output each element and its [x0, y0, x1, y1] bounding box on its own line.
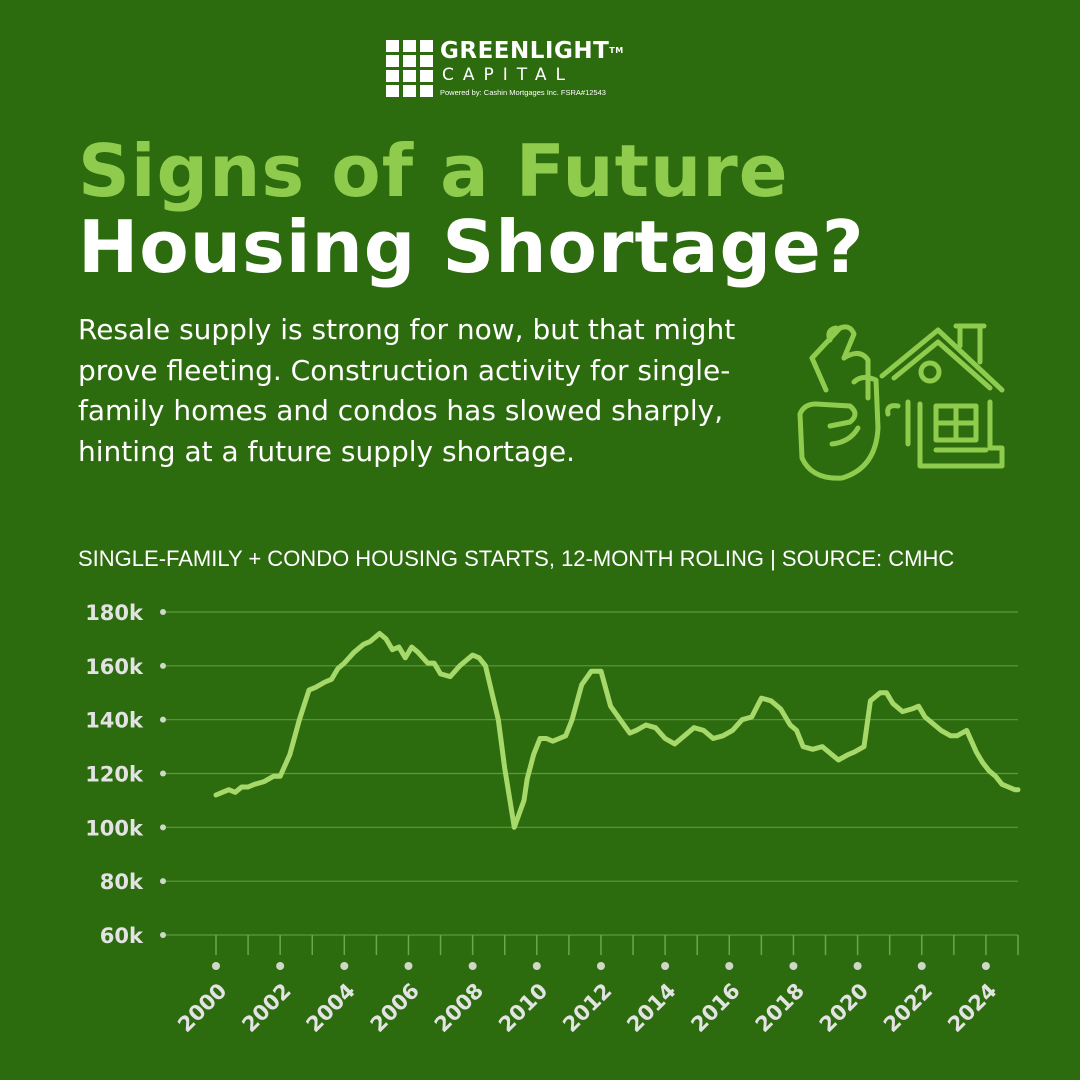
x-tick-label: 2002	[237, 979, 295, 1037]
y-tick-label: 60k	[100, 924, 144, 948]
x-tick-label: 2010	[494, 979, 552, 1037]
x-tick-dot	[340, 962, 349, 970]
y-tick-label: 180k	[85, 601, 144, 625]
y-tick-dot	[160, 609, 166, 615]
x-tick-label: 2004	[302, 979, 360, 1037]
x-tick-label: 2018	[751, 979, 809, 1037]
x-tick-label: 2016	[687, 979, 745, 1037]
y-tick-dot	[160, 878, 166, 885]
headline-line2: Housing Shortage?	[78, 205, 865, 289]
y-tick-dot	[160, 932, 166, 938]
x-tick-dot	[404, 962, 413, 970]
x-tick-label: 2006	[366, 979, 424, 1037]
greenlight-logo: GREENLIGHTTM CAPITAL Powered by: Cashin …	[386, 38, 626, 102]
headline-line1: Signs of a Future	[78, 129, 789, 213]
x-tick-label: 2014	[622, 979, 680, 1037]
y-tick-dot	[160, 716, 166, 723]
y-tick-label: 140k	[85, 709, 144, 733]
logo-powered-by: Powered by: Cashin Mortgages Inc. FSRA#1…	[440, 88, 606, 97]
x-tick-label: 2000	[173, 979, 231, 1037]
x-tick-dot	[789, 962, 798, 970]
x-tick-dot	[981, 962, 990, 970]
logo-trademark: TM	[609, 46, 624, 55]
y-tick-label: 120k	[85, 763, 144, 787]
y-tick-label: 160k	[85, 655, 144, 679]
x-tick-dot	[532, 962, 541, 970]
x-tick-dot	[853, 962, 862, 970]
description-text: Resale supply is strong for now, but tha…	[78, 313, 736, 468]
x-tick-label: 2008	[430, 979, 488, 1037]
x-tick-label: 2020	[815, 979, 873, 1037]
logo-grid-icon	[386, 40, 434, 98]
crossed-fingers-house-icon	[790, 318, 1010, 498]
x-tick-dot	[468, 962, 477, 970]
x-tick-dot	[596, 962, 605, 970]
logo-subword: CAPITAL	[442, 65, 574, 85]
x-tick-dot	[212, 962, 220, 970]
housing-starts-series-line	[213, 631, 1021, 830]
x-tick-dot	[661, 962, 670, 970]
x-tick-dot	[276, 962, 285, 970]
chart-title: SINGLE-FAMILY + CONDO HOUSING STARTS, 12…	[78, 546, 955, 571]
logo-wordmark: GREENLIGHTTM	[440, 38, 624, 64]
y-tick-label: 100k	[85, 816, 144, 840]
y-tick-label: 80k	[100, 870, 144, 894]
x-tick-label: 2022	[879, 979, 937, 1037]
y-tick-dot	[160, 824, 166, 831]
y-tick-dot	[160, 770, 166, 777]
x-tick-dot	[725, 962, 734, 970]
x-tick-label: 2024	[943, 979, 1001, 1037]
x-tick-label: 2012	[558, 979, 616, 1037]
x-tick-dot	[917, 962, 926, 970]
y-tick-dot	[160, 662, 166, 669]
